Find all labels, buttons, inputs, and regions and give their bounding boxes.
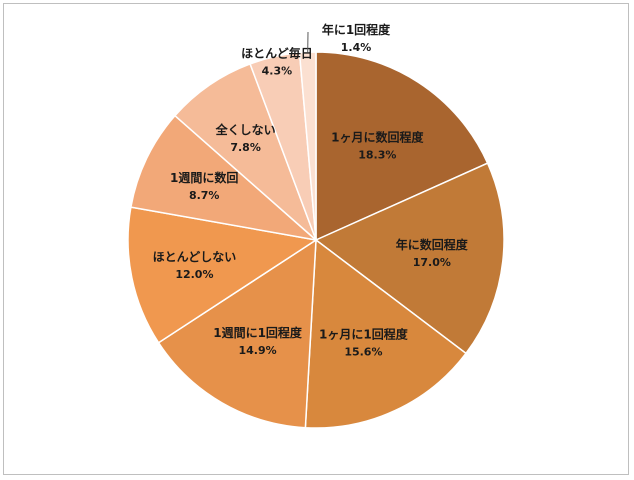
pie-slice bbox=[314, 162, 505, 355]
slice-value-label: 15.6% bbox=[344, 345, 382, 358]
pie-slice bbox=[173, 62, 317, 241]
slice-label: 1ヶ月に1回程度 bbox=[319, 326, 409, 341]
pie-slice bbox=[127, 206, 318, 344]
slice-value-label: 8.7% bbox=[189, 189, 220, 202]
slice-value-label: 14.9% bbox=[239, 344, 277, 357]
pie-labels: 1ヶ月に数回程度 18.3% 年に数回程度 17.0% 1ヶ月に1回程度 15.6% 1週間… bbox=[153, 22, 469, 358]
slice-label: 1週間に1回程度 bbox=[213, 325, 303, 340]
slice-value-label: 1.4% bbox=[341, 41, 372, 54]
pie-slices bbox=[127, 51, 505, 429]
pie-slice bbox=[157, 238, 317, 429]
slice-value-label: 17.0% bbox=[413, 256, 451, 269]
slice-label: ほとんど毎日 bbox=[241, 46, 313, 61]
slice-label: 1週間に数回 bbox=[170, 170, 238, 185]
pie-slice bbox=[315, 51, 489, 242]
slice-label: 年に1回程度 bbox=[322, 22, 391, 37]
slice-label: 1ヶ月に数回程度 bbox=[331, 129, 424, 144]
slice-value-label: 18.3% bbox=[358, 148, 396, 161]
slice-value-label: 12.0% bbox=[175, 268, 213, 281]
slice-value-label: 7.8% bbox=[230, 141, 261, 154]
slice-label: 全くしない bbox=[215, 122, 276, 137]
pie-slice bbox=[304, 238, 468, 429]
pie-slice bbox=[130, 114, 319, 242]
slice-label: ほとんどしない bbox=[153, 250, 237, 264]
slice-label: 年に数回程度 bbox=[396, 237, 469, 252]
slice-value-label: 4.3% bbox=[262, 65, 293, 78]
